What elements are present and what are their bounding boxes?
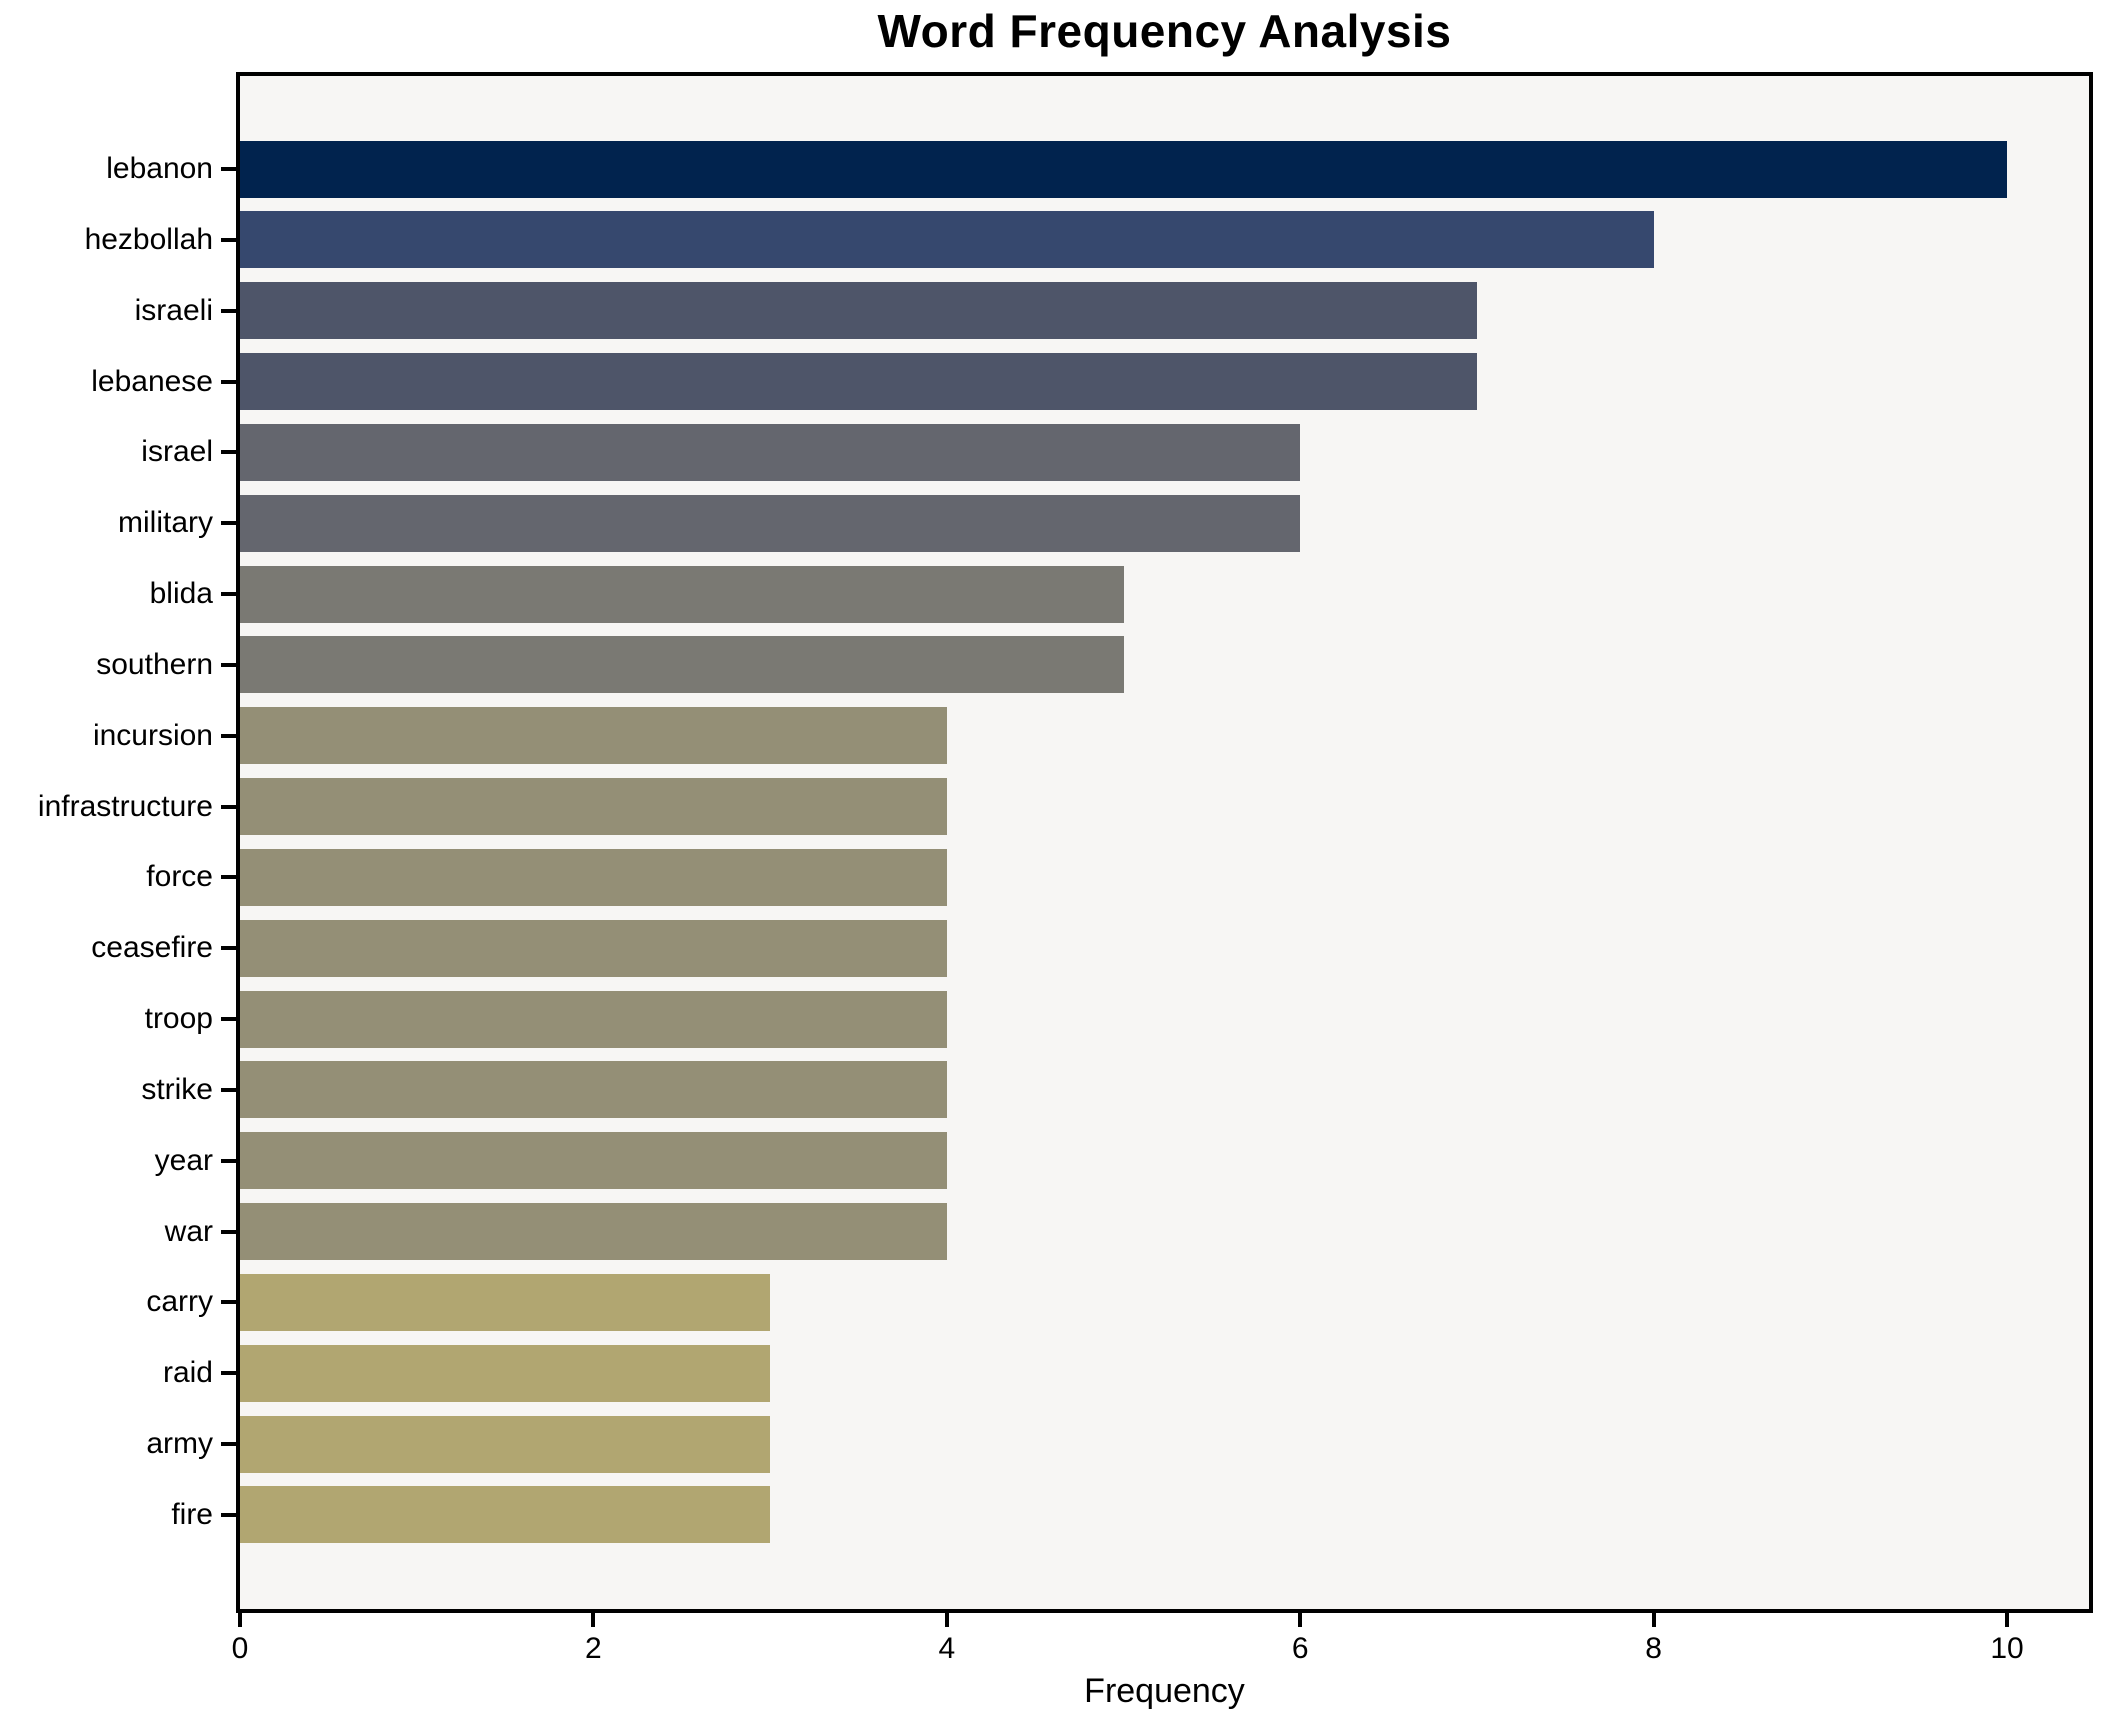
y-tick: [221, 1512, 236, 1517]
bar-military: [240, 494, 1301, 552]
x-tick-label-10: 10: [1990, 1632, 2024, 1665]
y-tick-label-lebanon: lebanon: [106, 152, 213, 185]
y-tick-label-lebanese: lebanese: [91, 364, 213, 398]
bar-strike: [240, 1061, 947, 1119]
y-tick: [221, 1442, 236, 1447]
y-tick: [221, 946, 236, 951]
x-tick-label-4: 4: [938, 1632, 956, 1665]
x-tick: [591, 1613, 596, 1627]
bar-fire: [240, 1486, 771, 1544]
y-tick: [221, 662, 236, 667]
y-tick-label-israeli: israeli: [134, 293, 213, 327]
x-tick: [2005, 1613, 2009, 1627]
bar-war: [240, 1203, 947, 1261]
y-tick: [221, 379, 236, 384]
x-tick-label-6: 6: [1291, 1632, 1309, 1665]
y-tick: [221, 521, 236, 526]
y-tick-label-troop: troop: [144, 1002, 213, 1036]
y-tick: [221, 592, 236, 597]
x-tick: [238, 1613, 242, 1627]
y-tick-label-carry: carry: [146, 1285, 213, 1319]
bar-year: [240, 1132, 947, 1190]
y-tick-label-raid: raid: [162, 1356, 213, 1390]
y-tick: [221, 1371, 236, 1376]
y-tick-label-infrastructure: infrastructure: [37, 789, 213, 823]
x-tick: [1651, 1613, 1656, 1627]
y-tick: [221, 1087, 236, 1092]
y-tick-label-year: year: [154, 1143, 213, 1177]
bar-southern: [240, 636, 1124, 694]
y-tick: [221, 875, 236, 880]
chart-title: Word Frequency Analysis: [877, 5, 1452, 57]
y-tick-label-military: military: [118, 506, 213, 540]
bar-force: [240, 848, 947, 906]
x-axis-label: Frequency: [1084, 1672, 1245, 1710]
x-tick-label-2: 2: [585, 1632, 602, 1665]
y-tick-label-fire: fire: [171, 1497, 213, 1531]
x-tick-label-8: 8: [1645, 1632, 1662, 1665]
bar-israel: [240, 423, 1301, 481]
x-tick-label-0: 0: [231, 1632, 249, 1665]
x-tick: [944, 1613, 949, 1627]
bar-infrastructure: [240, 778, 947, 836]
x-tick: [1298, 1613, 1303, 1627]
y-tick: [221, 733, 236, 738]
y-tick: [221, 308, 236, 313]
bar-lebanon: [240, 140, 2007, 198]
y-tick: [221, 1158, 236, 1163]
y-tick-label-hezbollah: hezbollah: [84, 222, 213, 256]
y-tick-label-southern: southern: [96, 647, 213, 681]
bar-israeli: [240, 282, 1477, 340]
y-tick: [221, 804, 236, 809]
y-tick: [221, 167, 236, 171]
y-tick-label-ceasefire: ceasefire: [91, 931, 213, 965]
y-tick-label-strike: strike: [141, 1072, 213, 1106]
y-tick: [221, 1300, 236, 1305]
y-tick-label-blida: blida: [149, 577, 213, 611]
bar-hezbollah: [240, 211, 1654, 269]
bar-blida: [240, 565, 1124, 623]
y-tick-label-army: army: [146, 1427, 213, 1461]
bar-raid: [240, 1344, 771, 1402]
y-tick: [221, 1017, 236, 1022]
y-tick-label-force: force: [146, 860, 213, 894]
bar-incursion: [240, 707, 947, 765]
plot-area: [236, 72, 2093, 1613]
y-tick: [221, 237, 236, 242]
bar-lebanese: [240, 353, 1477, 411]
y-tick: [221, 1229, 236, 1234]
bar-troop: [240, 990, 947, 1048]
y-tick-label-israel: israel: [141, 435, 213, 469]
bar-ceasefire: [240, 919, 947, 977]
y-tick: [221, 450, 236, 455]
bar-army: [240, 1415, 771, 1473]
y-tick-label-war: war: [164, 1214, 213, 1248]
bar-carry: [240, 1273, 771, 1331]
y-tick-label-incursion: incursion: [92, 718, 213, 752]
